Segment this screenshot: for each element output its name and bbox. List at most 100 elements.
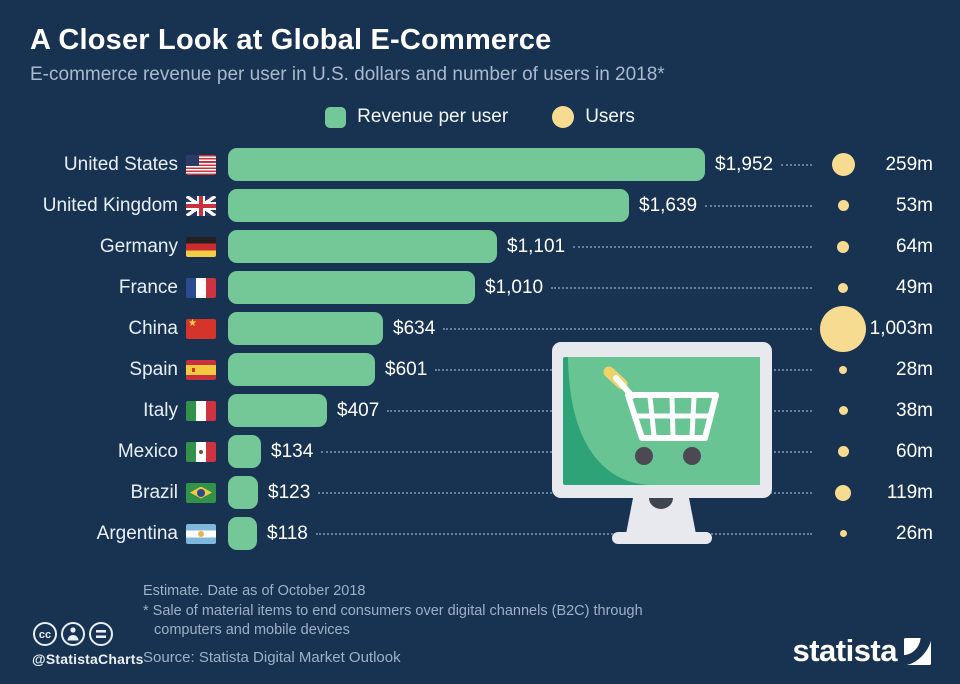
users-value-label: 60m xyxy=(896,440,933,462)
revenue-bar xyxy=(228,353,375,386)
country-label: Brazil xyxy=(130,481,178,503)
country-flag-icon xyxy=(186,154,216,175)
revenue-value-label: $1,639 xyxy=(639,194,698,216)
legend-item-users: Users xyxy=(552,106,635,128)
users-bubble-slot xyxy=(820,484,866,501)
revenue-bar xyxy=(228,189,629,222)
chart-row: China $634 1,003m xyxy=(0,305,960,352)
footnote-definition-cont: computers and mobile devices xyxy=(154,622,350,638)
country-flag-icon xyxy=(186,318,216,339)
page-title: A Closer Look at Global E-Commerce xyxy=(30,24,552,56)
users-value-label: 26m xyxy=(896,522,933,544)
users-bubble-slot xyxy=(820,282,866,293)
chart-row: Argentina $118 26m xyxy=(0,513,960,554)
source-label: Source: Statista Digital Market Outlook xyxy=(143,649,401,666)
users-value-label: 1,003m xyxy=(869,317,933,339)
revenue-value-label: $1,952 xyxy=(715,153,774,175)
leader-dotted-line xyxy=(315,532,812,535)
country-label: United States xyxy=(63,153,178,175)
cc-by-person-icon xyxy=(61,622,85,646)
cc-license-icon: cc xyxy=(33,622,57,646)
chart-row: United States $1,952 259m xyxy=(0,144,960,185)
monitor-neck-notch xyxy=(649,498,673,509)
users-bubble xyxy=(839,365,847,374)
revenue-bar xyxy=(228,394,327,427)
users-bubble-slot xyxy=(820,530,866,537)
country-flag-icon xyxy=(186,400,216,421)
country-flag-icon xyxy=(186,441,216,462)
users-value-label: 64m xyxy=(896,235,933,257)
creative-commons-icons: cc xyxy=(33,622,113,646)
country-flag-icon xyxy=(186,482,216,503)
revenue-value-label: $1,010 xyxy=(485,276,544,298)
revenue-value-label: $1,101 xyxy=(507,235,566,257)
country-flag-icon xyxy=(186,236,216,257)
country-flag-icon xyxy=(186,523,216,544)
users-bubble-slot xyxy=(820,305,866,352)
monitor-shopping-cart-illustration xyxy=(552,342,772,544)
statista-logo: statista xyxy=(792,633,931,669)
users-value-label: 259m xyxy=(885,153,933,175)
country-label: China xyxy=(128,317,178,339)
legend-users-label: Users xyxy=(585,106,635,127)
leader-dotted-line xyxy=(781,163,812,166)
statista-wordmark: statista xyxy=(792,633,897,668)
revenue-bar xyxy=(228,312,383,345)
country-label: Spain xyxy=(129,358,178,380)
chart-row: United Kingdom $1,639 53m xyxy=(0,185,960,226)
revenue-value-label: $123 xyxy=(268,481,311,503)
users-bubble-slot xyxy=(820,240,866,253)
users-swatch-icon xyxy=(552,106,575,128)
chart-row: Mexico $134 60m xyxy=(0,431,960,472)
revenue-bar xyxy=(228,271,475,304)
users-bubble-slot xyxy=(820,446,866,457)
footnote-estimate: Estimate. Date as of October 2018 xyxy=(143,583,366,599)
chart-row: Brazil $123 119m xyxy=(0,472,960,513)
legend-item-revenue: Revenue per user xyxy=(325,106,508,128)
chart-row: Italy $407 38m xyxy=(0,390,960,431)
country-label: Mexico xyxy=(117,440,178,462)
monitor-base xyxy=(612,532,712,544)
statista-logo-mark-icon xyxy=(904,637,931,665)
revenue-bar xyxy=(228,517,257,550)
revenue-swatch-icon xyxy=(325,106,347,128)
svg-text:cc: cc xyxy=(39,629,51,641)
users-value-label: 49m xyxy=(896,276,933,298)
users-value-label: 119m xyxy=(886,481,933,503)
leader-dotted-line xyxy=(573,245,812,248)
users-value-label: 28m xyxy=(896,358,933,380)
page-subtitle: E-commerce revenue per user in U.S. doll… xyxy=(30,64,665,85)
users-bubble xyxy=(838,406,848,415)
users-bubble xyxy=(838,282,848,293)
users-bubble-slot xyxy=(820,200,866,211)
users-bubble-slot xyxy=(820,153,866,176)
users-bubble xyxy=(831,153,855,176)
country-label: France xyxy=(118,276,178,298)
country-flag-icon xyxy=(186,195,216,216)
revenue-value-label: $134 xyxy=(271,440,314,462)
leader-dotted-line xyxy=(551,286,812,289)
monitor-neck xyxy=(626,498,696,534)
cc-nd-equals-icon xyxy=(89,622,113,646)
country-label: Italy xyxy=(143,399,178,421)
revenue-value-label: $601 xyxy=(385,358,428,380)
leader-dotted-line xyxy=(443,327,812,330)
users-value-label: 53m xyxy=(896,194,933,216)
chart-row: France $1,010 49m xyxy=(0,267,960,308)
users-bubble xyxy=(837,240,849,253)
users-bubble xyxy=(837,446,849,457)
revenue-value-label: $118 xyxy=(267,522,308,544)
leader-dotted-line xyxy=(705,204,812,207)
revenue-bar xyxy=(228,435,261,468)
country-flag-icon xyxy=(186,277,216,298)
country-label: Germany xyxy=(99,235,178,257)
revenue-value-label: $407 xyxy=(337,399,380,421)
revenue-bar xyxy=(228,476,258,509)
revenue-bar xyxy=(228,230,497,263)
users-bubble-slot xyxy=(820,406,866,415)
country-label: United Kingdom xyxy=(42,194,178,216)
country-label: Argentina xyxy=(96,522,178,544)
statista-charts-handle: @StatistaCharts xyxy=(32,651,144,667)
chart-footnotes: Estimate. Date as of October 2018 * Sale… xyxy=(143,582,643,641)
